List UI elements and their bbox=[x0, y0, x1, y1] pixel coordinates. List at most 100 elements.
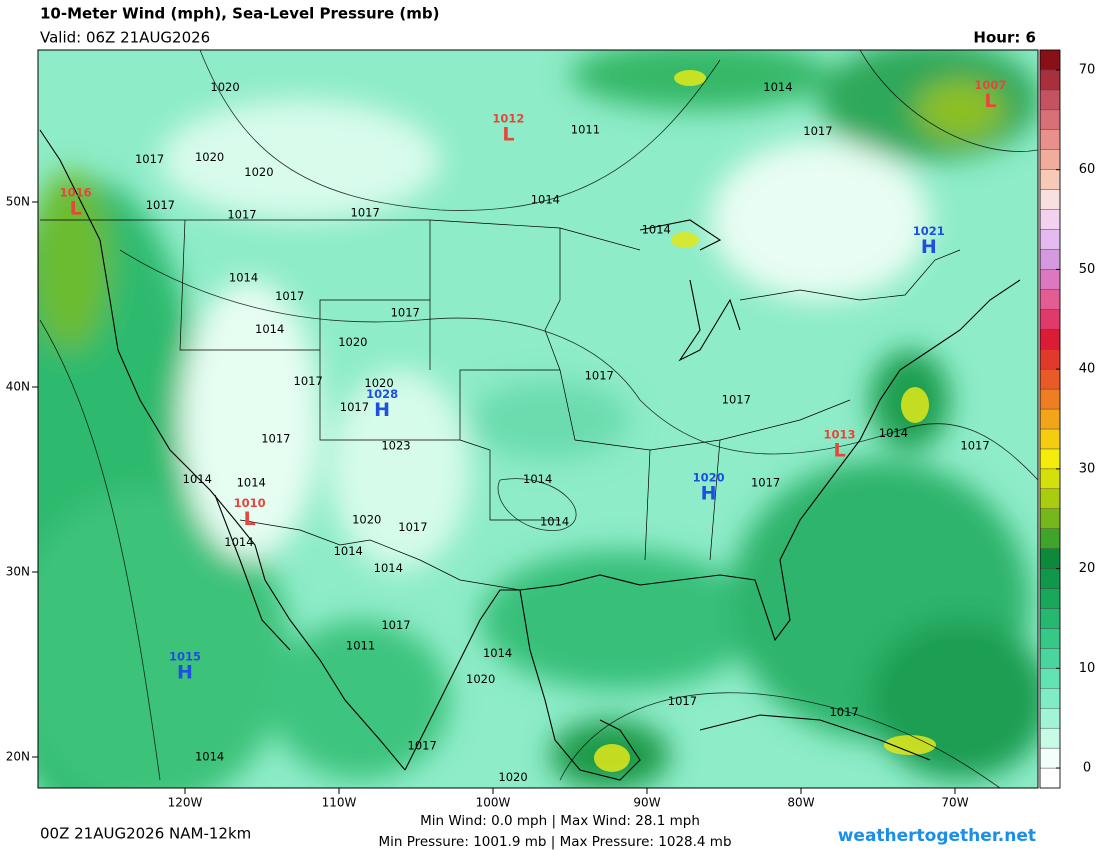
colorbar-bin bbox=[1039, 548, 1061, 569]
map-field bbox=[38, 50, 1038, 788]
colorbar-bin bbox=[1039, 568, 1061, 589]
colorbar-tick-label: 10 bbox=[1079, 661, 1096, 676]
colorbar-bin bbox=[1039, 49, 1061, 71]
pressure-center-value: 1020 bbox=[693, 470, 725, 484]
colorbar-tick-label: 60 bbox=[1079, 162, 1096, 177]
model-run: 00Z 21AUG2026 NAM-12km bbox=[40, 825, 251, 843]
pressure-center-letter: L bbox=[502, 123, 514, 145]
isobar-label: 1017 bbox=[340, 400, 369, 414]
colorbar-bin bbox=[1039, 269, 1061, 290]
isobar-label: 1017 bbox=[146, 198, 175, 212]
isobars bbox=[39, 50, 1038, 788]
colorbar-bin bbox=[1039, 329, 1061, 350]
colorbar-bin bbox=[1039, 169, 1061, 190]
pressure-center-letter: L bbox=[833, 440, 845, 462]
isobar-label: 1014 bbox=[237, 476, 266, 490]
lon-tick-label: 70W bbox=[941, 796, 968, 810]
colorbar-tick-label: 50 bbox=[1079, 262, 1096, 277]
isobar-label: 1017 bbox=[135, 152, 164, 166]
pressure-center-value: 1013 bbox=[823, 428, 855, 442]
pressure-center-letter: H bbox=[177, 662, 193, 684]
isobar-label: 1014 bbox=[531, 193, 560, 207]
isobar-label: 1017 bbox=[722, 392, 751, 406]
pressure-center-letter: L bbox=[70, 197, 82, 219]
colorbar-bin bbox=[1039, 149, 1061, 170]
colorbar-bin bbox=[1039, 109, 1061, 130]
lon-tick-label: 120W bbox=[168, 796, 203, 810]
colorbar-bin bbox=[1039, 289, 1061, 310]
pressure-center-value: 1016 bbox=[60, 185, 92, 199]
lat-tick-label: 30N bbox=[6, 565, 30, 579]
isobar-label: 1017 bbox=[585, 368, 614, 382]
colorbar-bin bbox=[1039, 69, 1061, 91]
lon-tick-label: 110W bbox=[322, 796, 357, 810]
pressure-center-letter: L bbox=[244, 508, 256, 530]
colorbar-bin bbox=[1039, 727, 1061, 749]
isobar-label: 1020 bbox=[244, 165, 273, 179]
colorbar-bin bbox=[1039, 189, 1061, 210]
isobar-label: 1017 bbox=[381, 618, 410, 632]
colorbar-bin bbox=[1039, 508, 1061, 529]
wind-range: Min Wind: 0.0 mph | Max Wind: 28.1 mph bbox=[420, 813, 700, 829]
pressure-center-letter: H bbox=[701, 482, 717, 504]
isobar-label: 1023 bbox=[381, 439, 410, 453]
colorbar-bin bbox=[1039, 428, 1061, 450]
lat-tick-label: 40N bbox=[6, 380, 30, 394]
colorbar-bin bbox=[1039, 608, 1061, 629]
colorbar-bin bbox=[1039, 468, 1061, 490]
isobar-label: 1020 bbox=[352, 513, 381, 527]
isobar-label: 1017 bbox=[398, 520, 427, 534]
pressure-center-value: 1015 bbox=[169, 650, 201, 664]
isobar-label: 1017 bbox=[408, 738, 437, 752]
colorbar-bin bbox=[1039, 408, 1061, 430]
colorbar-tick-label: 70 bbox=[1079, 62, 1096, 77]
isobar-label: 1017 bbox=[351, 206, 380, 220]
isobar-label: 1017 bbox=[227, 207, 256, 221]
title: 10-Meter Wind (mph), Sea-Level Pressure … bbox=[40, 5, 440, 23]
colorbar-tick-label: 0 bbox=[1083, 761, 1091, 776]
political-borders bbox=[40, 219, 961, 591]
valid-time: Valid: 06Z 21AUG2026 bbox=[40, 29, 210, 47]
colorbar-bin bbox=[1039, 648, 1061, 669]
pressure-center-value: 1021 bbox=[913, 224, 945, 238]
isobar-label: 1017 bbox=[391, 306, 420, 320]
colorbar-bin bbox=[1039, 747, 1061, 769]
isobar-label: 1014 bbox=[540, 515, 569, 529]
isobar-label: 1017 bbox=[668, 694, 697, 708]
isobar-label: 1020 bbox=[195, 150, 224, 164]
isobar-label: 1017 bbox=[829, 705, 858, 719]
colorbar-bin bbox=[1039, 388, 1061, 410]
isobar-label: 1017 bbox=[751, 476, 780, 490]
colorbar-bin bbox=[1039, 309, 1061, 330]
isobar-label: 1020 bbox=[364, 376, 393, 390]
isobar-label: 1014 bbox=[334, 544, 363, 558]
colorbar-frame bbox=[1039, 49, 1061, 789]
isobar-label: 1014 bbox=[195, 750, 224, 764]
isobar-label: 1020 bbox=[498, 770, 527, 784]
colorbar-bin bbox=[1039, 528, 1061, 549]
pressure-center-letter: H bbox=[374, 399, 390, 421]
map-labels: 1020 1017 1020 1020 1017 1017 1017 1011 1014 1014… bbox=[60, 78, 1007, 784]
colorbar-bin bbox=[1039, 708, 1061, 729]
isobar-label: 1017 bbox=[803, 124, 832, 138]
pressure-center-value: 1010 bbox=[234, 496, 266, 510]
isobar-label: 1014 bbox=[763, 80, 792, 94]
colorbar-bin bbox=[1039, 229, 1061, 250]
isobar-label: 1020 bbox=[466, 672, 495, 686]
lon-tick-label: 100W bbox=[476, 796, 511, 810]
forecast-hour: Hour: 6 bbox=[973, 29, 1036, 47]
colorbar-bin bbox=[1039, 688, 1061, 709]
isobar-label: 1014 bbox=[642, 222, 671, 236]
colorbar-bin bbox=[1039, 767, 1061, 789]
isobar-label: 1014 bbox=[183, 472, 212, 486]
pressure-range: Min Pressure: 1001.9 mb | Max Pressure: … bbox=[378, 834, 731, 850]
isobar-label: 1020 bbox=[210, 80, 239, 94]
isobar-label: 1014 bbox=[523, 472, 552, 486]
map-frame bbox=[37, 49, 1039, 789]
colorbar-bin bbox=[1039, 249, 1061, 270]
pressure-center-letter: H bbox=[921, 236, 937, 258]
isobar-label: 1020 bbox=[338, 335, 367, 349]
pressure-center-value: 1012 bbox=[492, 111, 524, 125]
wind-maxima bbox=[594, 70, 936, 772]
